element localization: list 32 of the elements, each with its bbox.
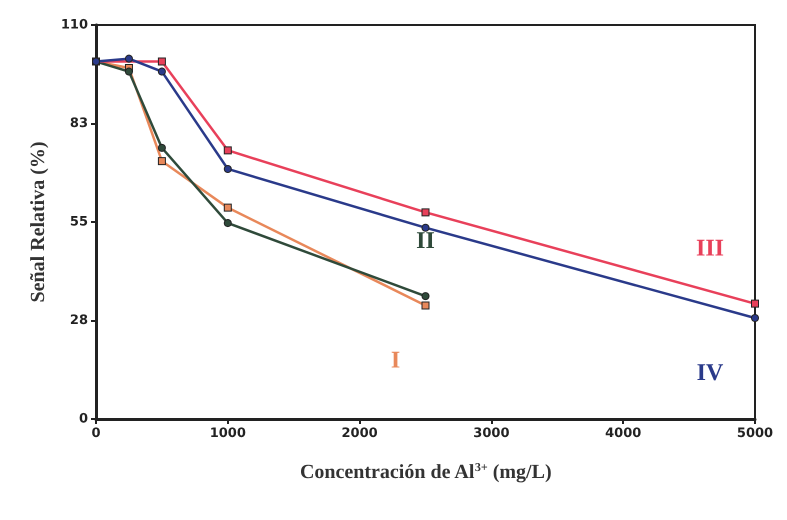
point [751,314,759,322]
point [124,68,133,76]
point [158,144,166,152]
point [124,54,133,63]
series-label: II [416,228,435,254]
point [422,292,430,300]
point [751,300,759,308]
point [158,68,166,76]
point [422,208,430,216]
point [422,301,430,310]
y-tick-label: 28 [70,313,88,328]
x-tick-label: 4000 [605,426,642,441]
point [224,146,232,154]
y-tick-label: 83 [70,116,88,131]
y-axis-title: Señal Relativa (%) [27,141,49,303]
point [158,58,166,66]
series-label: III [696,236,724,262]
point [158,157,166,166]
text: IV [696,360,724,386]
y-tick-label: 110 [60,18,88,32]
point [224,219,232,228]
x-tick-label: 5000 [736,426,774,441]
point [224,204,232,212]
x-tick-label: 1000 [210,426,246,441]
x-tick-label: 0 [91,426,101,441]
x-tick-label: 3000 [473,426,510,441]
point [422,224,430,232]
x-tick-label: 2000 [342,426,378,441]
y-tick-label: 0 [78,412,88,426]
series-label: I [390,347,400,374]
y-tick-label: 55 [70,214,88,230]
point [224,164,232,173]
